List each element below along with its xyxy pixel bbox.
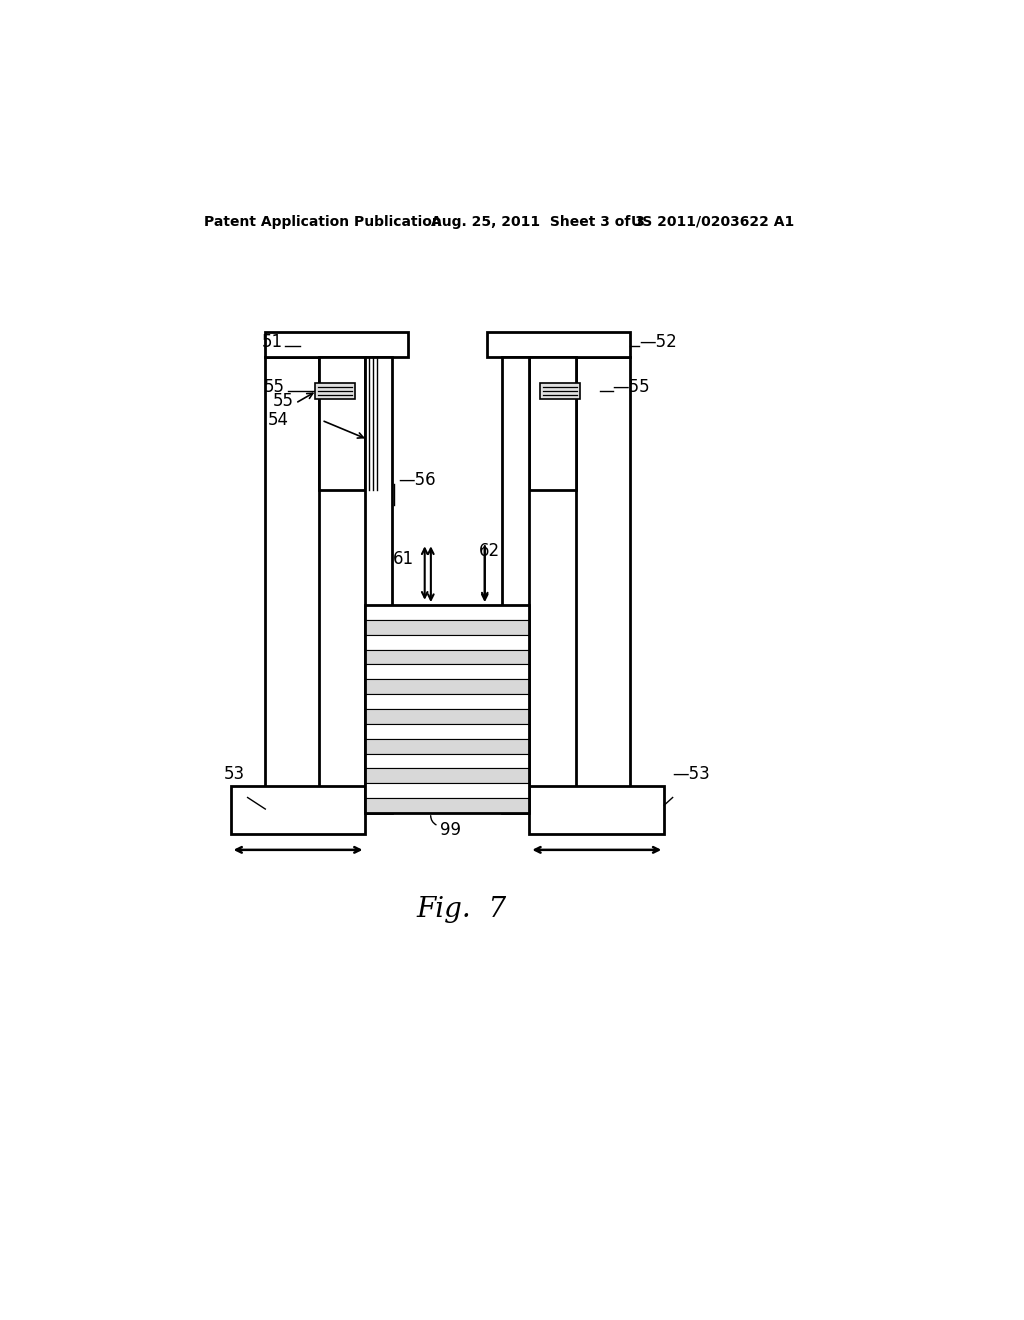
Bar — [366, 783, 529, 799]
Bar — [575, 358, 630, 813]
Bar — [366, 680, 529, 694]
Bar — [265, 358, 319, 813]
Bar — [366, 754, 529, 768]
Text: —56: —56 — [398, 471, 436, 490]
Bar — [529, 785, 665, 834]
Text: 99: 99 — [439, 821, 461, 838]
Bar — [366, 358, 392, 813]
Bar — [366, 664, 529, 680]
Text: Patent Application Publication: Patent Application Publication — [204, 215, 441, 228]
Bar — [503, 358, 529, 813]
Bar — [487, 331, 630, 358]
Bar — [265, 331, 408, 358]
Text: 53: 53 — [223, 766, 245, 783]
Bar — [366, 723, 529, 739]
Bar — [366, 799, 529, 813]
Bar — [529, 356, 575, 490]
Bar — [366, 620, 529, 635]
Bar — [366, 739, 529, 754]
Bar — [366, 605, 529, 620]
Text: 55: 55 — [272, 392, 294, 411]
Text: —55: —55 — [612, 378, 650, 396]
Text: 51: 51 — [262, 333, 283, 351]
Bar — [366, 635, 529, 649]
Text: US 2011/0203622 A1: US 2011/0203622 A1 — [631, 215, 795, 228]
Bar — [541, 383, 581, 399]
Bar — [314, 383, 354, 399]
Text: 54: 54 — [268, 412, 289, 429]
Text: Fig.  7: Fig. 7 — [417, 896, 507, 923]
Bar — [366, 709, 529, 723]
Bar — [366, 605, 529, 813]
Bar — [230, 785, 366, 834]
Bar — [366, 649, 529, 664]
Text: 61: 61 — [393, 550, 415, 568]
Bar — [366, 694, 529, 709]
Text: Aug. 25, 2011  Sheet 3 of 3: Aug. 25, 2011 Sheet 3 of 3 — [431, 215, 645, 228]
Text: 62: 62 — [478, 543, 500, 560]
Text: 55: 55 — [263, 378, 285, 396]
Text: —52: —52 — [639, 333, 677, 351]
Bar — [319, 356, 366, 490]
Text: —53: —53 — [673, 766, 711, 783]
Bar — [366, 768, 529, 783]
